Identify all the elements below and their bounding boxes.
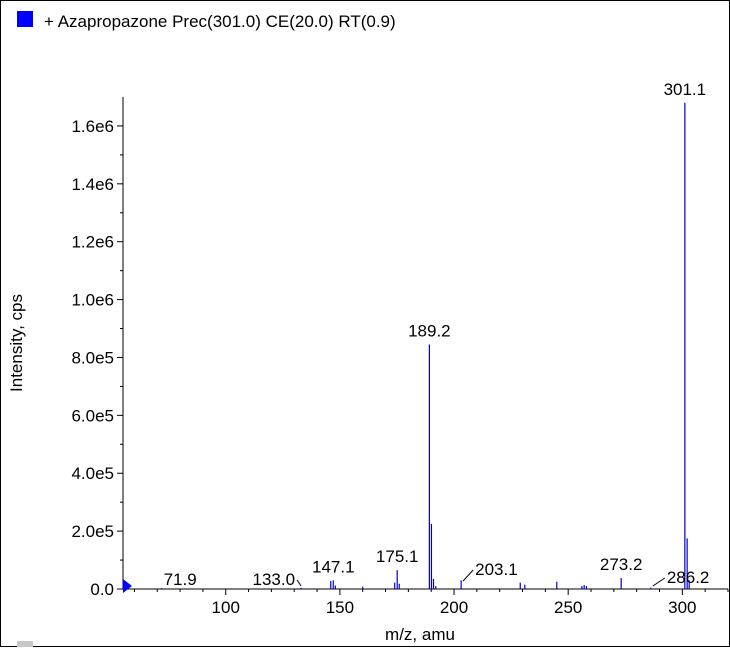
y-tick-label: 1.6e6	[71, 117, 114, 136]
plot-area: 0.0 2.0e5 4.0e5 6.0e5 8.0e5 1.0e6 1.2e6 1.4e6 1.…	[71, 80, 729, 617]
y-tick-label: 8.0e5	[71, 348, 114, 367]
x-tick-label: 250	[554, 598, 582, 617]
y-tick-label: 6.0e5	[71, 406, 114, 425]
y-tick-label: 4.0e5	[71, 464, 114, 483]
legend-swatch[interactable]	[17, 11, 33, 27]
axis-origin-marker-icon[interactable]	[123, 579, 132, 593]
x-tick-label: 100	[212, 598, 240, 617]
peak-label: 147.1	[312, 557, 355, 576]
peak-label-leader	[296, 579, 302, 587]
y-axis-label: Intensity, cps	[7, 294, 26, 392]
legend-swatch-2	[17, 641, 33, 647]
peak-label-leader	[652, 577, 666, 587]
peak-label: 71.9	[164, 570, 197, 589]
peak-label: 286.2	[667, 568, 710, 587]
peak-label: 203.1	[475, 560, 518, 579]
y-tick-label: 1.4e6	[71, 175, 114, 194]
y-tick-label: 2.0e5	[71, 522, 114, 541]
peak-label: 175.1	[376, 547, 419, 566]
chart-title: + Azapropazone Prec(301.0) CE(20.0) RT(0…	[44, 12, 396, 31]
x-tick-label: 300	[668, 598, 696, 617]
x-axis-label: m/z, amu	[385, 625, 455, 644]
peak-label: 133.0	[253, 570, 296, 589]
x-tick-label: 150	[326, 598, 354, 617]
peak-label-leader	[462, 569, 474, 582]
y-tick-label: 1.0e6	[71, 291, 114, 310]
y-tick-label: 1.2e6	[71, 233, 114, 252]
peak-label: 301.1	[664, 80, 707, 99]
peak-label: 189.2	[408, 321, 451, 340]
x-tick-label: 200	[440, 598, 468, 617]
y-tick-label: 0.0	[90, 580, 114, 599]
peak-label: 273.2	[600, 555, 643, 574]
